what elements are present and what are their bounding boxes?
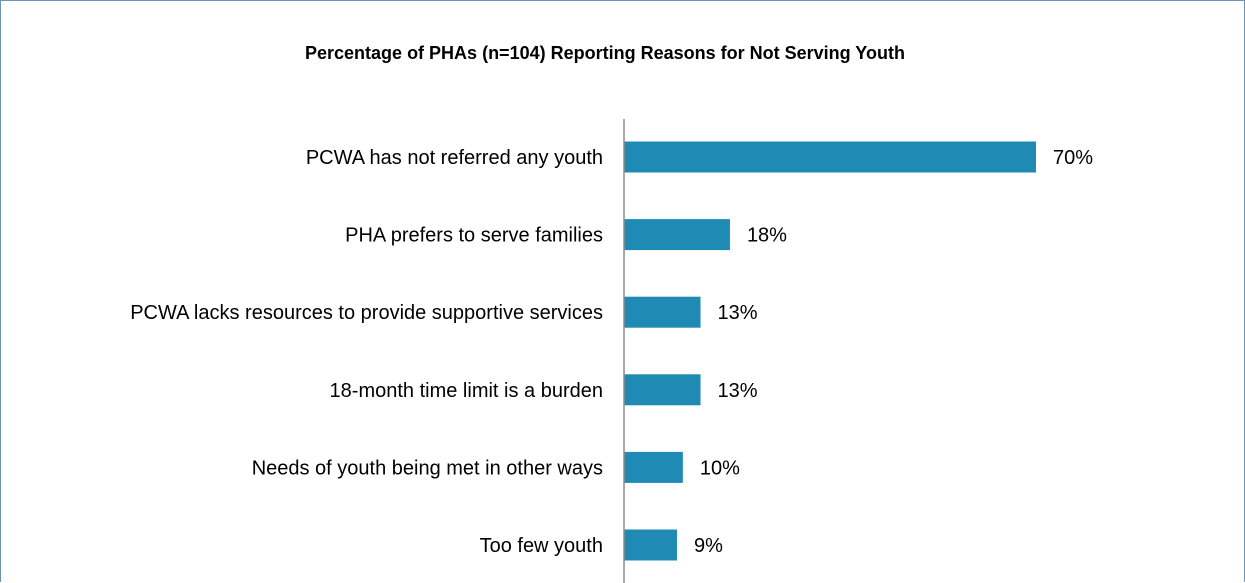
value-labels: 70% 18% 13% 13% 10% 9% bbox=[694, 147, 1093, 557]
bar bbox=[624, 296, 701, 328]
category-label: PCWA lacks resources to provide supporti… bbox=[130, 302, 603, 324]
category-label: Too few youth bbox=[480, 535, 603, 557]
chart-title: Percentage of PHAs (n=104) Reporting Rea… bbox=[305, 43, 905, 63]
category-labels: PCWA has not referred any youth PHA prefe… bbox=[130, 147, 603, 557]
value-label: 9% bbox=[694, 535, 723, 557]
bar bbox=[624, 451, 683, 483]
bar bbox=[624, 219, 730, 251]
value-label: 70% bbox=[1053, 147, 1093, 169]
value-label: 13% bbox=[718, 380, 758, 402]
bar bbox=[624, 374, 701, 406]
bar bbox=[624, 141, 1036, 173]
value-label: 18% bbox=[747, 225, 787, 247]
category-label: PCWA has not referred any youth bbox=[306, 147, 603, 169]
value-label: 10% bbox=[700, 457, 740, 479]
bars-group bbox=[624, 141, 1036, 561]
bar bbox=[624, 529, 677, 561]
category-label: 18-month time limit is a burden bbox=[330, 380, 603, 402]
category-label: Needs of youth being met in other ways bbox=[252, 457, 603, 479]
value-label: 13% bbox=[718, 302, 758, 324]
category-label: PHA prefers to serve families bbox=[345, 225, 603, 247]
